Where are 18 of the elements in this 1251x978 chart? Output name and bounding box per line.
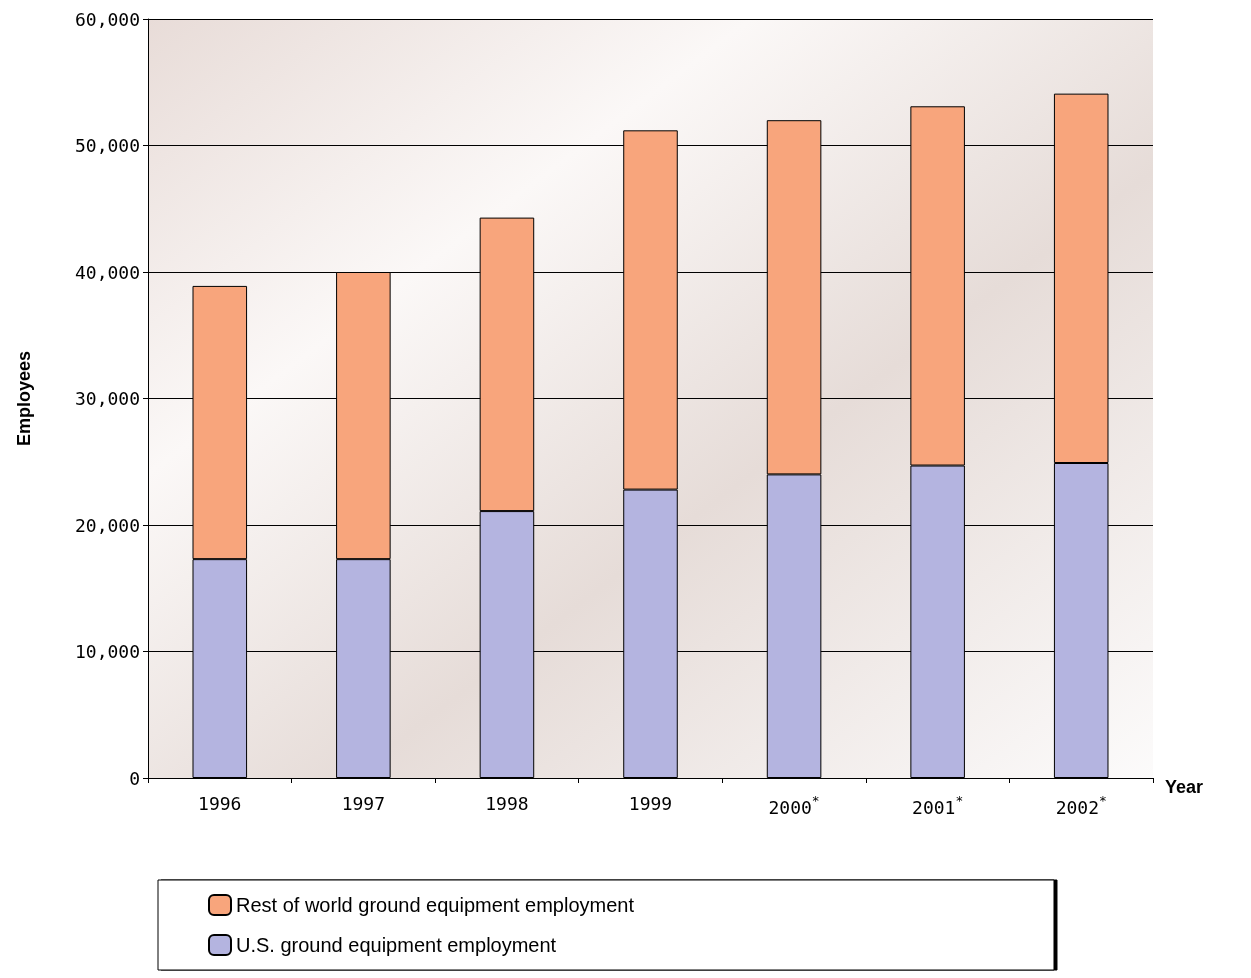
x-tick-label: 1997 <box>341 792 386 814</box>
x-axis-title: Year <box>1165 777 1204 797</box>
x-tick-label: 1999 <box>628 792 673 814</box>
legend-label: U.S. ground equipment employment <box>236 934 557 956</box>
y-tick-label: 20,000 <box>74 514 140 536</box>
x-tick-label: 2002* <box>1055 793 1107 818</box>
y-tick-label: 30,000 <box>74 388 140 409</box>
x-tick-label: 1998 <box>485 792 529 814</box>
y-tick-label: 60,000 <box>74 8 140 30</box>
y-tick-label: 0 <box>129 767 140 789</box>
x-tick-label: 2000* <box>768 793 820 818</box>
y-tick-label: 10,000 <box>74 641 140 662</box>
x-tick-label: 1996 <box>198 792 242 814</box>
legend-label: Rest of world ground equipment employment <box>236 894 635 916</box>
x-tick-label: 2001* <box>912 793 964 818</box>
y-axis-title: Employees <box>14 350 34 447</box>
y-tick-label: 50,000 <box>74 135 140 156</box>
y-tick-label: 40,000 <box>74 261 140 283</box>
